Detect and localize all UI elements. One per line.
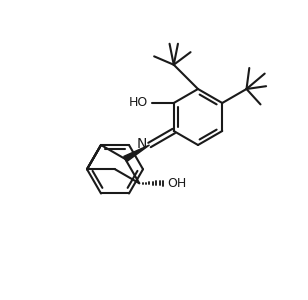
Polygon shape bbox=[124, 145, 149, 162]
Text: HO: HO bbox=[128, 97, 148, 110]
Text: N: N bbox=[136, 137, 147, 151]
Text: OH: OH bbox=[167, 177, 186, 190]
